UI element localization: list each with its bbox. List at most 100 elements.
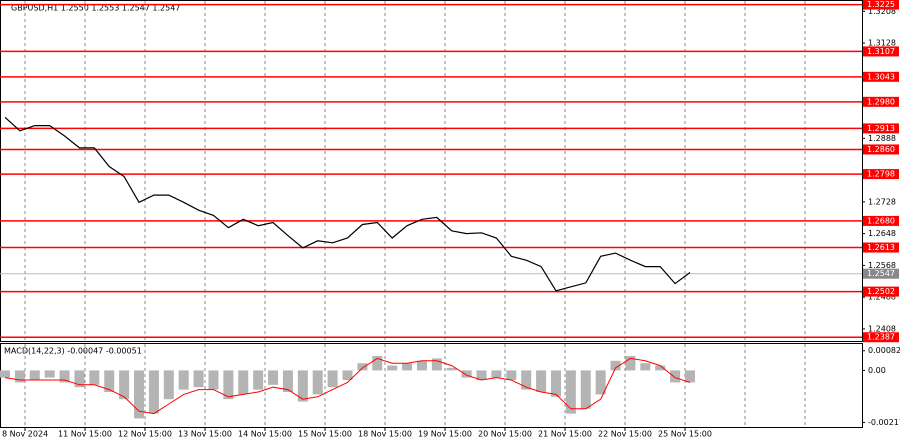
- macd-bar: [29, 370, 40, 380]
- macd-y-tick-label: 0.00082: [868, 346, 900, 355]
- level-label-box: [863, 286, 899, 297]
- macd-bar: [59, 370, 70, 383]
- macd-bar: [312, 370, 323, 395]
- macd-bar: [134, 370, 145, 419]
- x-tick-label: 21 Nov 15:00: [538, 430, 592, 439]
- macd-bar: [119, 370, 130, 400]
- current-price-box: [863, 268, 899, 279]
- x-tick-label: 20 Nov 15:00: [478, 430, 532, 439]
- level-label: 1.3043: [867, 72, 895, 81]
- macd-bar: [476, 370, 487, 380]
- macd-bar: [163, 370, 174, 400]
- level-label-box: [863, 215, 899, 226]
- macd-bar: [461, 370, 472, 378]
- macd-bar: [655, 365, 666, 371]
- x-tick-label: 14 Nov 15:00: [238, 430, 292, 439]
- macd-bar: [297, 370, 308, 402]
- y-tick-label: 1.2728: [868, 197, 896, 206]
- level-label: 1.2387: [867, 333, 895, 342]
- x-tick-label: 8 Nov 2024: [2, 430, 48, 439]
- x-tick-label: 13 Nov 15:00: [178, 430, 232, 439]
- macd-y-tick-label: 0.00: [868, 366, 886, 375]
- macd-y-tick-label: -0.00217: [868, 418, 900, 427]
- macd-bar: [402, 363, 413, 371]
- macd-bar: [521, 370, 532, 390]
- level-label-box: [863, 332, 899, 343]
- macd-bar: [625, 356, 636, 371]
- level-label: 1.2798: [867, 170, 895, 179]
- macd-bar: [14, 370, 25, 383]
- level-label: 1.3225: [867, 0, 895, 9]
- macd-bar: [580, 370, 591, 409]
- chart-title: GBPUSD,H1 1.2550 1.2553 1.2547 1.2547: [11, 4, 180, 13]
- x-tick-label: 15 Nov 15:00: [298, 430, 352, 439]
- level-label: 1.2980: [867, 97, 895, 106]
- level-label: 1.3107: [867, 47, 895, 56]
- macd-bar: [550, 370, 561, 397]
- level-label: 1.2680: [867, 216, 895, 225]
- macd-bar: [446, 368, 457, 371]
- macd-bar: [193, 370, 204, 388]
- macd-bar: [387, 365, 398, 371]
- macd-bar: [178, 370, 189, 390]
- macd-bar: [610, 360, 621, 371]
- current-price-label: 1.2547: [867, 269, 895, 278]
- macd-bar: [238, 370, 249, 395]
- y-tick-label: 1.2648: [868, 229, 896, 238]
- x-tick-label: 11 Nov 15:00: [58, 430, 112, 439]
- level-label-box: [863, 169, 899, 180]
- macd-bar: [104, 370, 115, 392]
- macd-bar: [208, 370, 219, 390]
- level-label: 1.2860: [867, 145, 895, 154]
- level-label-box: [863, 71, 899, 82]
- macd-frame: [0, 343, 863, 428]
- macd-bar: [0, 370, 10, 378]
- y-tick-label: 1.3208: [868, 7, 896, 16]
- macd-bar: [89, 370, 100, 385]
- level-label-box: [863, 0, 899, 10]
- level-label-box: [863, 46, 899, 57]
- x-tick-label: 18 Nov 15:00: [358, 430, 412, 439]
- macd-bar: [342, 370, 353, 380]
- macd-bar: [327, 370, 338, 388]
- level-label-box: [863, 123, 899, 134]
- x-tick-label: 12 Nov 15:00: [118, 430, 172, 439]
- price-frame: [0, 0, 863, 342]
- macd-bar: [431, 358, 442, 371]
- macd-title: MACD(14,22,3) -0.00047 -0.00051: [4, 347, 142, 356]
- y-tick-label: 1.3128: [868, 39, 896, 48]
- y-tick-label: 1.2888: [868, 134, 896, 143]
- x-tick-label: 19 Nov 15:00: [418, 430, 472, 439]
- level-label-box: [863, 96, 899, 107]
- macd-signal: [4, 357, 691, 415]
- y-tick-label: 1.2568: [868, 261, 896, 270]
- macd-bar: [416, 360, 427, 371]
- level-label: 1.2613: [867, 243, 895, 252]
- macd-bar: [44, 370, 55, 378]
- macd-bar: [640, 363, 651, 371]
- macd-bar: [685, 370, 695, 383]
- level-label: 1.2502: [867, 287, 895, 296]
- level-label: 1.2913: [867, 124, 895, 133]
- macd-bar: [595, 370, 606, 395]
- y-tick-label: 1.2488: [868, 293, 896, 302]
- macd-bar: [372, 356, 383, 371]
- y-tick-label: 1.2408: [868, 324, 896, 333]
- x-tick-label: 22 Nov 15:00: [598, 430, 652, 439]
- macd-bar: [670, 370, 681, 383]
- level-label-box: [863, 144, 899, 155]
- macd-bar: [536, 370, 547, 392]
- macd-bar: [357, 363, 368, 371]
- macd-bar: [148, 370, 159, 414]
- macd-bar: [74, 370, 85, 388]
- macd-bar: [565, 370, 576, 414]
- macd-bar: [506, 370, 517, 380]
- price-line: [4, 116, 691, 292]
- macd-bar: [223, 370, 234, 400]
- level-label-box: [863, 242, 899, 253]
- macd-bar: [282, 370, 293, 392]
- macd-bar: [268, 370, 279, 385]
- x-tick-label: 25 Nov 15:00: [658, 430, 712, 439]
- macd-bar: [491, 370, 502, 378]
